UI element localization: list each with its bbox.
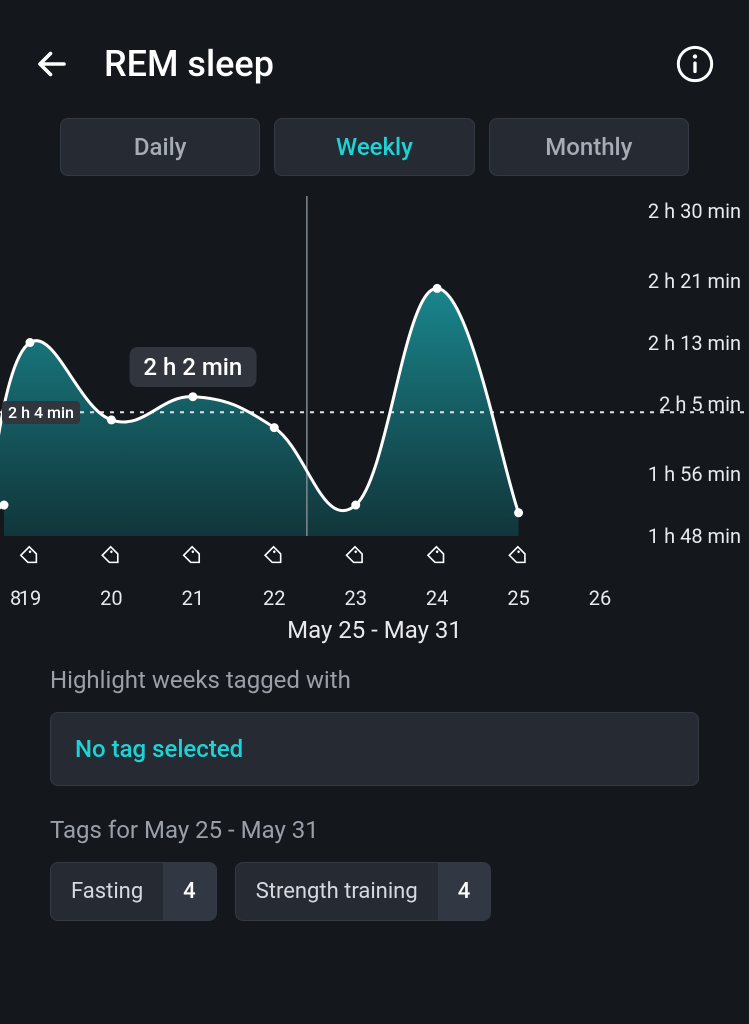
info-button[interactable]	[671, 40, 719, 88]
chart-date-range: May 25 - May 31	[287, 616, 462, 644]
x-tick-label: 26	[589, 586, 611, 610]
x-tick-label: 24	[426, 586, 448, 610]
highlight-label: Highlight weeks tagged with	[50, 666, 699, 694]
x-tick-label: 25	[507, 586, 529, 610]
tag-chips: Fasting 4 Strength training 4	[50, 862, 699, 921]
tab-weekly[interactable]: Weekly	[274, 118, 474, 176]
tag-chip-count: 4	[163, 863, 216, 920]
x-tick-label: 22	[263, 586, 285, 610]
tag-chip-count: 4	[438, 863, 491, 920]
tag-chip-label: Strength training	[236, 863, 438, 920]
x-tick-label: 19	[19, 586, 41, 610]
header: REM sleep	[0, 0, 749, 118]
y-tick-label: 2 h 5 min	[659, 392, 741, 416]
x-tick-label: 21	[182, 586, 204, 610]
chart-svg	[0, 196, 749, 636]
info-icon	[675, 44, 715, 84]
tag-chip[interactable]: Fasting 4	[50, 862, 217, 921]
y-tick-label: 1 h 56 min	[648, 462, 741, 486]
x-tick-label: 20	[100, 586, 122, 610]
average-label: 2 h 4 min	[2, 401, 80, 424]
arrow-left-icon	[34, 46, 70, 82]
period-tabs: Daily Weekly Monthly	[0, 118, 749, 176]
tags-section: Tags for May 25 - May 31 Fasting 4 Stren…	[0, 816, 749, 921]
highlight-section: Highlight weeks tagged with No tag selec…	[0, 666, 749, 786]
tab-daily[interactable]: Daily	[60, 118, 260, 176]
tab-monthly[interactable]: Monthly	[489, 118, 689, 176]
y-tick-label: 2 h 21 min	[648, 269, 741, 293]
page-title: REM sleep	[104, 43, 641, 85]
tags-label: Tags for May 25 - May 31	[50, 816, 699, 844]
tag-selector[interactable]: No tag selected	[50, 712, 699, 786]
back-button[interactable]	[30, 42, 74, 86]
x-tick-label: 23	[344, 586, 366, 610]
tag-chip-label: Fasting	[51, 863, 163, 920]
chart-tooltip: 2 h 2 min	[129, 347, 256, 387]
y-tick-label: 1 h 48 min	[648, 524, 741, 548]
y-tick-label: 2 h 13 min	[648, 331, 741, 355]
tag-chip[interactable]: Strength training 4	[235, 862, 492, 921]
y-tick-label: 2 h 30 min	[648, 199, 741, 223]
rem-sleep-chart[interactable]: 2 h 30 min 2 h 21 min 2 h 13 min 2 h 5 min 1…	[0, 196, 749, 636]
